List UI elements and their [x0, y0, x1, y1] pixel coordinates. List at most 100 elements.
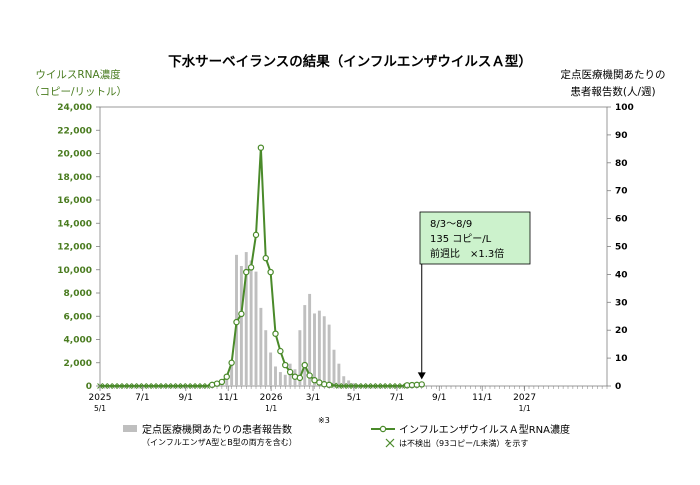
- bar: [239, 266, 243, 386]
- bar: [230, 363, 234, 386]
- line-point: [238, 310, 245, 318]
- y-left-tick-label: 10,000: [57, 266, 92, 276]
- bar: [313, 313, 316, 386]
- bar: [308, 293, 312, 386]
- line-point: [247, 264, 255, 271]
- not-detected-stroke: [331, 382, 337, 389]
- y-right-tick-label: 60: [615, 215, 628, 225]
- y-left-tick-label: 22,000: [57, 126, 92, 136]
- legend-line-label: インフルエンザウイルスＡ型RNA濃度: [399, 423, 570, 436]
- x-tick-label: 2025: [89, 393, 112, 403]
- right-axis-label-line2: 患者報告数(人/週): [570, 85, 655, 98]
- y-left-tick-label: 18,000: [57, 173, 92, 183]
- legend-bar-swatch: [123, 425, 137, 432]
- axes: 0 2,000 4,000 6,000 8,000 10,000 12,000 14,000 1…: [57, 103, 634, 413]
- x-tick-label: 7/1: [135, 393, 149, 403]
- line-point: [301, 361, 308, 369]
- annotation: 8/3～8/9 135 コピー/L 前週比 ×1.3倍: [417, 211, 531, 380]
- legend-not-detected-icon: [385, 438, 395, 448]
- bar: [269, 352, 273, 386]
- line-point: [282, 361, 289, 369]
- x-tick-label: 11/1: [218, 393, 238, 403]
- not-detected-point: [331, 382, 337, 389]
- legend-line-marker: [379, 425, 387, 433]
- bar-series: [210, 252, 370, 386]
- line-point: [306, 372, 313, 379]
- plot-area: [99, 106, 608, 387]
- line-point: [228, 359, 235, 366]
- legend-line-note: は不検出（93コピー/L未満）を示す: [399, 438, 528, 448]
- bar: [327, 324, 331, 386]
- x-tick-sublabel: 5/1: [94, 404, 106, 413]
- line-series: [97, 144, 425, 389]
- line-point: [267, 268, 274, 276]
- x-tick-sublabel: 1/1: [519, 404, 531, 413]
- plot-frame: [99, 106, 608, 387]
- chart-title: 下水サーベイランスの結果（インフルエンザウイルスＡ型）: [168, 53, 532, 70]
- bar: [342, 376, 346, 386]
- line-point: [252, 231, 260, 239]
- bar: [283, 374, 287, 386]
- y-right-tick-label: 50: [615, 243, 628, 253]
- bar: [244, 252, 248, 386]
- y-right-tick-label: 20: [615, 326, 628, 336]
- line-point: [243, 268, 250, 276]
- line-point: [218, 378, 226, 386]
- left-axis-label-line2: （コピー/リットル）: [29, 86, 127, 98]
- bar: [264, 330, 268, 386]
- bar: [303, 305, 307, 386]
- bar: [337, 363, 341, 386]
- y-left-tick-label: 6,000: [64, 312, 92, 322]
- bar: [225, 374, 229, 386]
- line-point: [257, 144, 265, 151]
- line-point: [262, 254, 269, 262]
- line-point: [286, 368, 294, 376]
- y-right-tick-label: 80: [615, 159, 628, 169]
- y-left-tick-label: 8,000: [64, 289, 92, 299]
- annotation-line1: 8/3～8/9: [430, 219, 472, 230]
- right-axis-label-line1: 定点医療機関あたりの: [561, 68, 666, 81]
- y-left-tick-label: 24,000: [57, 103, 92, 113]
- y-right-tick-label: 0: [615, 382, 621, 392]
- bar: [332, 349, 336, 386]
- bar: [274, 366, 277, 386]
- y-right-tick-label: 90: [615, 131, 628, 141]
- legend: 定点医療機関あたりの患者報告数 ※3 （インフルエンザA型とB型の両方を含む） …: [123, 416, 570, 448]
- line-point: [296, 374, 304, 382]
- x-tick-label: 3/1: [306, 393, 320, 403]
- left-axis-label-line1: ウイルスRNA濃度: [35, 68, 121, 81]
- x-tick-label: 9/1: [179, 393, 193, 403]
- bar: [352, 383, 355, 386]
- bar: [347, 380, 351, 386]
- bar: [254, 271, 258, 386]
- y-left-tick-label: 2,000: [64, 359, 92, 369]
- bar: [322, 316, 326, 386]
- x-tick-sublabel: 1/1: [265, 404, 277, 413]
- line-point: [272, 330, 279, 337]
- annotation-box: [419, 211, 531, 265]
- annotation-arrowhead: [417, 372, 426, 380]
- line-point: [277, 347, 284, 355]
- y-left-tick-label: 4,000: [64, 336, 92, 346]
- y-left-tick-label: 16,000: [57, 196, 92, 206]
- x-tick-label: 2027: [513, 393, 536, 403]
- y-right-tick-label: 10: [615, 354, 628, 364]
- annotation-line2: 135 コピー/L: [430, 233, 492, 245]
- y-right-tick-label: 100: [615, 103, 634, 113]
- line-point: [223, 373, 230, 380]
- bar: [317, 310, 321, 386]
- line-point: [311, 376, 318, 384]
- annotation-line3: 前週比 ×1.3倍: [430, 247, 504, 260]
- bar: [298, 330, 302, 386]
- y-left-tick-label: 14,000: [57, 219, 92, 229]
- legend-bar-label: 定点医療機関あたりの患者報告数: [142, 423, 292, 436]
- x-tick-label: 5/1: [347, 393, 361, 403]
- y-right-tick-label: 40: [615, 270, 628, 280]
- legend-bar-superscript: ※3: [318, 416, 330, 425]
- y-right-tick-label: 30: [615, 298, 628, 308]
- x-tick-label: 2026: [260, 393, 283, 403]
- y-left-tick-label: 20,000: [57, 150, 92, 160]
- y-left-tick-label: 12,000: [57, 243, 92, 253]
- y-left-tick-label: 0: [86, 382, 92, 392]
